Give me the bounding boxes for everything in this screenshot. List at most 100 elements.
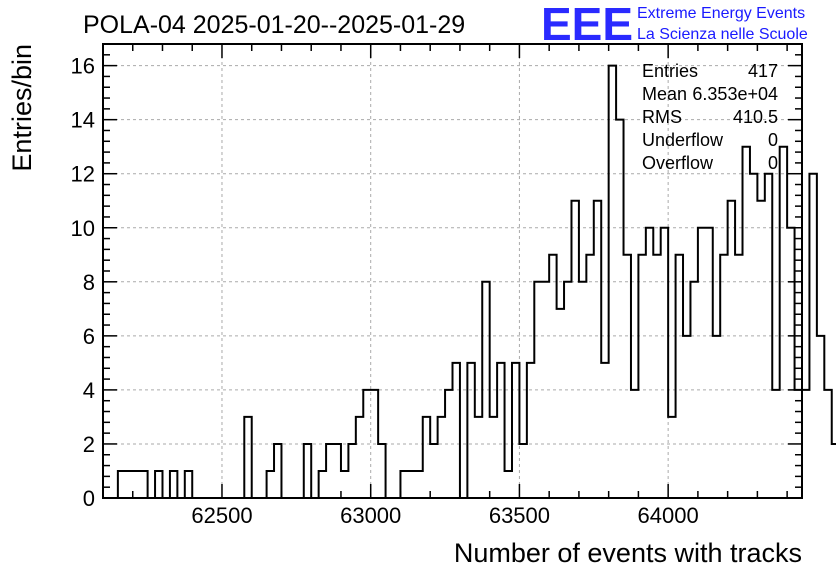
- histogram-bin: [668, 417, 675, 498]
- histogram-bin: [438, 417, 445, 498]
- histogram-bin: [586, 255, 593, 498]
- stats-box: Entries 417 Mean 6.353e+04 RMS 410.5 Und…: [642, 61, 778, 173]
- histogram-bin: [467, 363, 474, 498]
- eee-logo-line1: Extreme Energy Events: [637, 5, 805, 22]
- axis-ticks: [102, 43, 802, 499]
- histogram-bin: [579, 282, 586, 498]
- x-tick-label: 64000: [638, 503, 699, 528]
- y-tick-label: 14: [71, 108, 95, 133]
- histogram-bin: [557, 309, 564, 498]
- histogram-bin: [765, 174, 772, 498]
- stats-overflow-value: 0: [768, 153, 778, 173]
- histogram-bin: [683, 336, 690, 498]
- histogram-bin: [170, 471, 177, 498]
- histogram-bin: [445, 390, 452, 498]
- histogram-bin: [274, 444, 281, 498]
- histogram-bin: [505, 471, 512, 498]
- histogram-bin: [534, 282, 541, 498]
- histogram-bin: [713, 336, 720, 498]
- histogram-bin: [430, 444, 437, 498]
- histogram-bin: [155, 471, 162, 498]
- histogram-bin: [363, 390, 370, 498]
- histogram-bin: [631, 390, 638, 498]
- histogram-bin: [624, 255, 631, 498]
- chart-title: POLA-04 2025-01-20--2025-01-29: [83, 11, 465, 39]
- histogram-bin: [326, 444, 333, 498]
- stats-overflow-label: Overflow: [642, 153, 714, 173]
- y-tick-label: 4: [83, 378, 95, 403]
- histogram-bin: [423, 417, 430, 498]
- y-tick-label: 12: [71, 162, 95, 187]
- histogram-series: [116, 64, 836, 499]
- histogram-bin: [817, 336, 824, 498]
- tick-labels: 62500 63000 63500 64000 0 2 4 6 8 10 12 14 16: [71, 54, 699, 528]
- histogram-bin: [140, 471, 147, 498]
- histogram-bin: [750, 174, 757, 498]
- stats-entries-label: Entries: [642, 61, 698, 81]
- histogram-bin: [133, 471, 140, 498]
- histogram-bin: [341, 471, 348, 498]
- histogram-bin: [609, 66, 616, 498]
- histogram-bin: [118, 471, 125, 498]
- histogram-bin: [482, 282, 489, 498]
- histogram-bin: [638, 255, 645, 498]
- eee-logo: EEE Extreme Energy Events La Scienza nel…: [541, 0, 808, 50]
- histogram-bin: [824, 390, 831, 498]
- stats-entries-value: 417: [748, 61, 778, 81]
- histogram-bin: [400, 471, 407, 498]
- histogram-bin: [728, 201, 735, 498]
- histogram-bin: [304, 444, 311, 498]
- histogram-bin: [415, 471, 422, 498]
- histogram-bin: [549, 255, 556, 498]
- histogram-bin: [185, 471, 192, 498]
- histogram-bin: [757, 201, 764, 498]
- histogram-bin: [267, 471, 274, 498]
- y-tick-label: 8: [83, 270, 95, 295]
- histogram-bin: [542, 282, 549, 498]
- histogram-bin: [125, 471, 132, 498]
- histogram-bin: [348, 444, 355, 498]
- stats-rms-label: RMS: [642, 107, 682, 127]
- histogram-bin: [743, 147, 750, 498]
- y-tick-label: 10: [71, 216, 95, 241]
- histogram-bin: [527, 363, 534, 498]
- histogram-bin: [512, 363, 519, 498]
- histogram-bin: [564, 282, 571, 498]
- y-tick-label: 0: [83, 486, 95, 511]
- histogram-bin: [690, 282, 697, 498]
- histogram-bin: [378, 444, 385, 498]
- y-axis-label: Entries/bin: [7, 44, 37, 172]
- histogram-bin: [787, 228, 794, 498]
- histogram-bin: [497, 363, 504, 498]
- y-tick-label: 2: [83, 432, 95, 457]
- eee-logo-line2: La Scienza nelle Scuole: [637, 26, 808, 43]
- eee-logo-mark: EEE: [541, 0, 633, 50]
- y-tick-label: 16: [71, 54, 95, 79]
- stats-mean-label: Mean: [642, 84, 687, 104]
- histogram-bin: [244, 417, 251, 498]
- histogram-bin: [616, 120, 623, 498]
- stats-underflow-value: 0: [768, 130, 778, 150]
- histogram-bin: [646, 228, 653, 498]
- histogram-bin: [653, 255, 660, 498]
- histogram-bin: [594, 201, 601, 498]
- histogram-bin: [698, 228, 705, 498]
- x-axis-label: Number of events with tracks: [454, 538, 802, 568]
- histogram-bin: [601, 363, 608, 498]
- stats-underflow-label: Underflow: [642, 130, 724, 150]
- histogram-bin: [772, 390, 779, 498]
- x-tick-label: 63000: [340, 503, 401, 528]
- histogram-bin: [334, 444, 341, 498]
- histogram-bin: [519, 444, 526, 498]
- histogram-bin: [371, 390, 378, 498]
- x-tick-label: 63500: [489, 503, 550, 528]
- histogram-bin: [453, 363, 460, 498]
- histogram-outline: [116, 64, 836, 499]
- histogram-bin: [490, 417, 497, 498]
- histogram-bin: [408, 471, 415, 498]
- histogram-bin: [571, 201, 578, 498]
- histogram-bin: [705, 228, 712, 498]
- histogram-bin: [802, 390, 809, 498]
- histogram-bin: [475, 417, 482, 498]
